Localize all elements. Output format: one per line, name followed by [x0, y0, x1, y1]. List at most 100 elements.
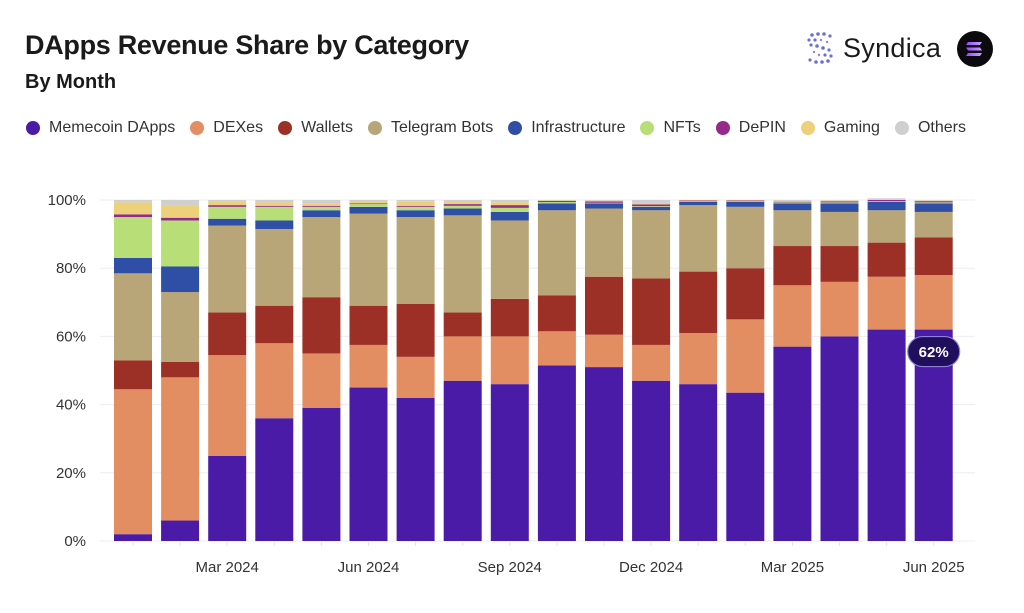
bar-segment-wallets[interactable] — [349, 305, 388, 345]
bar-segment-infrastructure[interactable] — [396, 210, 435, 218]
bar-segment-others[interactable] — [208, 200, 247, 202]
bar-segment-wallets[interactable] — [537, 295, 576, 332]
bar-segment-gaming[interactable] — [490, 202, 529, 206]
bar-segment-wallets[interactable] — [679, 271, 718, 333]
bar-segment-wallets[interactable] — [820, 246, 859, 282]
bar-segment-telegram-bots[interactable] — [585, 208, 623, 277]
bar-segment-memecoin-dapps[interactable] — [349, 387, 388, 541]
bar-segment-wallets[interactable] — [773, 246, 812, 286]
bar-segment-dexes[interactable] — [490, 336, 529, 385]
bar-segment-gaming[interactable] — [349, 201, 388, 204]
bar-segment-nfts[interactable] — [773, 202, 812, 204]
bar-segment-telegram-bots[interactable] — [820, 211, 859, 247]
bar-segment-gaming[interactable] — [820, 200, 859, 202]
bar-segment-wallets[interactable] — [114, 360, 152, 390]
bar-segment-wallets[interactable] — [585, 276, 623, 335]
bar-segment-wallets[interactable] — [726, 268, 765, 320]
bar-segment-infrastructure[interactable] — [255, 220, 294, 229]
bar-segment-nfts[interactable] — [396, 206, 435, 211]
bar-segment-nfts[interactable] — [349, 204, 388, 207]
bar-segment-others[interactable] — [161, 200, 200, 206]
bar-segment-infrastructure[interactable] — [443, 208, 482, 216]
bar-segment-memecoin-dapps[interactable] — [679, 384, 718, 541]
bar-segment-wallets[interactable] — [914, 237, 953, 276]
bar-segment-dexes[interactable] — [349, 344, 388, 388]
legend-item-wallets[interactable]: Wallets — [278, 119, 353, 137]
bar-segment-infrastructure[interactable] — [867, 201, 906, 211]
bar-segment-telegram-bots[interactable] — [114, 273, 152, 361]
bar-segment-telegram-bots[interactable] — [867, 210, 906, 243]
bar-segment-others[interactable] — [302, 200, 341, 204]
bar-segment-depin[interactable] — [396, 205, 435, 207]
bar-segment-others[interactable] — [114, 200, 152, 203]
bar-segment-memecoin-dapps[interactable] — [773, 346, 812, 541]
bar-segment-depin[interactable] — [585, 201, 623, 203]
legend-item-telegram-bots[interactable]: Telegram Bots — [367, 119, 493, 137]
bar-segment-others[interactable] — [490, 200, 529, 203]
bar-segment-dexes[interactable] — [632, 344, 671, 381]
bar-segment-memecoin-dapps[interactable] — [114, 534, 152, 541]
bar-segment-gaming[interactable] — [396, 201, 435, 206]
bar-segment-wallets[interactable] — [396, 304, 435, 357]
bar-segment-gaming[interactable] — [914, 200, 953, 202]
bar-segment-gaming[interactable] — [208, 201, 247, 206]
bar-segment-nfts[interactable] — [867, 201, 906, 202]
bar-segment-dexes[interactable] — [820, 281, 859, 337]
bar-segment-others[interactable] — [443, 200, 482, 203]
legend-item-memecoin-dapps[interactable]: Memecoin DApps — [26, 119, 175, 137]
bar-segment-others[interactable] — [537, 200, 576, 201]
bar-segment-memecoin-dapps[interactable] — [255, 418, 294, 541]
bar-segment-memecoin-dapps[interactable] — [632, 380, 671, 541]
bar-segment-memecoin-dapps[interactable] — [585, 367, 623, 541]
bar-segment-telegram-bots[interactable] — [726, 206, 765, 269]
bar-segment-memecoin-dapps[interactable] — [867, 329, 906, 541]
bar-segment-gaming[interactable] — [726, 200, 765, 201]
bar-segment-infrastructure[interactable] — [302, 210, 341, 218]
bar-segment-wallets[interactable] — [632, 278, 671, 345]
bar-segment-depin[interactable] — [679, 200, 718, 202]
bar-segment-depin[interactable] — [208, 205, 247, 207]
bar-segment-infrastructure[interactable] — [208, 218, 247, 226]
bar-segment-gaming[interactable] — [585, 200, 623, 202]
bar-segment-memecoin-dapps[interactable] — [537, 365, 576, 541]
bar-segment-gaming[interactable] — [867, 199, 906, 200]
bar-segment-dexes[interactable] — [161, 377, 200, 521]
bar-segment-depin[interactable] — [349, 203, 388, 205]
bar-segment-others[interactable] — [820, 200, 859, 201]
bar-segment-memecoin-dapps[interactable] — [820, 336, 859, 541]
bar-segment-gaming[interactable] — [679, 200, 718, 201]
bar-segment-gaming[interactable] — [537, 200, 576, 202]
bar-segment-wallets[interactable] — [490, 298, 529, 337]
bar-segment-gaming[interactable] — [114, 202, 152, 215]
bar-segment-dexes[interactable] — [114, 389, 152, 535]
bar-segment-depin[interactable] — [255, 205, 294, 207]
legend-item-gaming[interactable]: Gaming — [800, 119, 880, 137]
bar-segment-dexes[interactable] — [396, 356, 435, 398]
bar-segment-telegram-bots[interactable] — [443, 215, 482, 313]
bar-segment-nfts[interactable] — [490, 207, 529, 212]
bar-segment-memecoin-dapps[interactable] — [443, 380, 482, 541]
bar-segment-telegram-bots[interactable] — [302, 217, 341, 298]
bar-segment-nfts[interactable] — [255, 206, 294, 221]
bar-segment-nfts[interactable] — [914, 202, 953, 204]
bar-segment-dexes[interactable] — [773, 285, 812, 347]
bar-segment-nfts[interactable] — [302, 206, 341, 211]
bar-segment-nfts[interactable] — [114, 217, 152, 258]
bar-segment-depin[interactable] — [820, 201, 859, 203]
bar-segment-gaming[interactable] — [255, 202, 294, 206]
bar-segment-wallets[interactable] — [443, 312, 482, 337]
bar-segment-others[interactable] — [632, 200, 671, 204]
bar-segment-dexes[interactable] — [585, 334, 623, 368]
bar-segment-nfts[interactable] — [208, 206, 247, 219]
bar-segment-telegram-bots[interactable] — [255, 228, 294, 306]
bar-segment-dexes[interactable] — [914, 275, 953, 330]
bar-segment-dexes[interactable] — [537, 331, 576, 366]
bar-segment-dexes[interactable] — [302, 353, 341, 409]
bar-segment-telegram-bots[interactable] — [161, 292, 200, 362]
bar-segment-infrastructure[interactable] — [632, 206, 671, 211]
bar-segment-infrastructure[interactable] — [914, 203, 953, 212]
bar-segment-gaming[interactable] — [443, 202, 482, 205]
bar-segment-memecoin-dapps[interactable] — [161, 520, 200, 541]
bar-segment-infrastructure[interactable] — [537, 203, 576, 211]
bar-segment-others[interactable] — [396, 200, 435, 202]
